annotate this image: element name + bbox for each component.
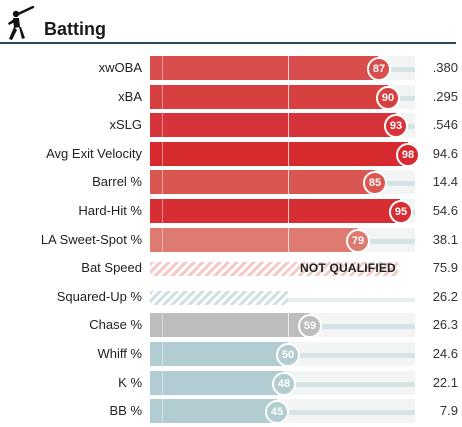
metric-label: Barrel % [92,174,142,190]
median-line [288,227,289,252]
percentile-badge: 45 [265,400,289,425]
percentile-tail [288,352,415,358]
metric-label: xSLG [109,117,142,133]
percentile-badge: 85 [363,171,387,196]
metric-value: .380 [432,60,458,75]
percentile-badge: 95 [389,199,413,224]
bar-tick [162,370,163,395]
metric-value: 7.9 [439,403,458,419]
bar-tick [162,313,163,338]
bar-tick [162,113,163,138]
median-line [288,113,289,138]
percentile-badge: 90 [376,85,400,110]
metric-row-k-pct: K % 48 22.1 [0,369,462,398]
percentile-badge: 93 [384,114,408,139]
median-line [288,198,289,223]
metric-row-bat-speed: Bat Speed NOT QUALIFIED 75.9 [0,254,462,283]
bar-tick [162,227,163,252]
median-line [288,84,289,109]
percentile-tail [288,297,415,302]
percentile-bar [150,227,358,252]
metric-row-squared-up-pct: Squared-Up % 26.2 [0,283,462,312]
bar-tick [162,198,163,223]
bar-tick [162,141,163,166]
page-title: Batting [44,19,106,39]
percentile-tail [378,67,415,72]
percentile-bar [150,313,310,338]
median-line [288,170,289,195]
percentile-bar [150,170,375,195]
median-line [288,56,289,80]
percentile-bar [150,141,408,166]
metric-value: 54.6 [432,202,458,218]
metric-value: 26.2 [432,288,458,304]
metric-row-whiff-pct: Whiff % 50 24.6 [0,340,462,369]
metric-row-avg-exit-velocity: Avg Exit Velocity 98 94.6 [0,140,462,169]
metric-value: 75.9 [432,260,458,276]
percentile-bar [150,56,378,80]
metric-value: .546 [432,117,458,133]
percentile-badge: 87 [367,57,391,81]
percentile-bar [150,84,388,109]
percentile-rankings: xwOBA 87 .380 xBA 90 .295 xSLG 93 .546 A… [0,54,462,426]
not-qualified-label: NOT QUALIFIED [300,261,396,276]
metric-label: Bat Speed [81,260,142,276]
percentile-badge: 50 [276,342,300,367]
metric-value: 38.1 [432,231,458,247]
metric-label: BB % [109,403,142,419]
metric-value: 94.6 [432,145,458,161]
metric-value: .295 [432,88,458,104]
bar-tick [162,399,163,424]
metric-value: 26.3 [432,317,458,333]
percentile-tail [277,410,415,416]
percentile-bar [150,198,400,223]
percentile-badge: 48 [272,371,296,396]
metric-row-chase-pct: Chase % 59 26.3 [0,311,462,340]
metric-value: 14.4 [432,174,458,190]
bar-tick [162,84,163,109]
header-divider [0,42,456,44]
baseball-batter-icon [8,6,35,40]
percentile-bar [150,370,284,395]
percentile-tail [358,238,415,244]
median-line [288,313,289,338]
percentile-bar [150,113,396,138]
metric-value: 22.1 [432,374,458,390]
not-qualified-bar [150,262,398,277]
metric-row-xwoba: xwOBA 87 .380 [0,54,462,83]
metric-label: Avg Exit Velocity [46,145,142,161]
metric-value: 24.6 [432,345,458,361]
percentile-badge: 59 [298,314,322,339]
percentile-tail [284,381,415,387]
unranked-bar [150,290,288,305]
metric-row-la-sweet-spot-pct: LA Sweet-Spot % 79 38.1 [0,226,462,255]
percentile-bar [150,341,288,366]
percentile-badge: 98 [396,142,420,167]
bar-tick [162,56,163,80]
metric-row-xslg: xSLG 93 .546 [0,111,462,140]
percentile-tail [310,324,415,330]
bar-tick [162,341,163,366]
median-line [288,141,289,166]
metric-label: Chase % [89,317,142,333]
percentile-bar [150,399,277,424]
metric-row-bb-pct: BB % 45 7.9 [0,397,462,426]
metric-label: Whiff % [97,345,142,361]
metric-label: xwOBA [98,60,142,75]
percentile-tail [375,181,415,187]
percentile-badge: 79 [346,228,370,253]
percentile-tail [388,95,415,101]
metric-row-barrel-pct: Barrel % 85 14.4 [0,168,462,197]
section-header: Batting [0,0,462,44]
metric-row-hard-hit-pct: Hard-Hit % 95 54.6 [0,197,462,226]
metric-label: Squared-Up % [56,288,142,304]
bar-tick [162,170,163,195]
metric-label: Hard-Hit % [78,202,142,218]
metric-label: K % [118,374,142,390]
metric-label: xBA [118,88,142,104]
metric-label: LA Sweet-Spot % [40,231,142,247]
metric-row-xba: xBA 90 .295 [0,83,462,112]
